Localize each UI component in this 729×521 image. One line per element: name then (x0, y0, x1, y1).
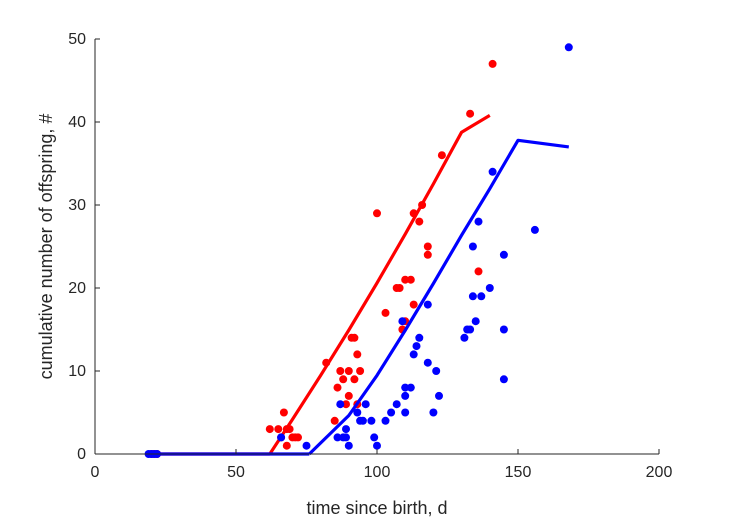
series-1-point (499, 325, 508, 334)
series-1-point (471, 317, 480, 326)
x-tick-label: 200 (646, 464, 673, 481)
series-0-point (265, 425, 274, 434)
x-tick-label: 150 (505, 464, 532, 481)
series-0-point (330, 416, 339, 425)
series-0-point (423, 250, 432, 259)
y-axis-label: cumulative number of offspring, # (36, 114, 56, 380)
series-1-point (409, 350, 418, 359)
series-1-point (401, 383, 410, 392)
series-1-point (398, 317, 407, 326)
series-1-point (392, 400, 401, 409)
series-1-point (367, 416, 376, 425)
series-1-point (477, 292, 486, 301)
series-1-point (485, 284, 494, 292)
series-1-point (387, 408, 396, 417)
series-1-point (353, 408, 362, 417)
series-1-point (401, 391, 410, 400)
plot-area (144, 43, 573, 458)
series-1-point (468, 242, 477, 251)
series-1-point (373, 441, 381, 450)
series-0-point (488, 59, 497, 68)
series-0-point (474, 267, 483, 276)
series-1-fit-line (308, 138, 570, 456)
series-0-point (339, 375, 348, 384)
series-0-point (350, 333, 359, 342)
x-tick-label: 50 (227, 464, 245, 481)
series-0-point (342, 400, 350, 409)
series-1-point (358, 416, 367, 425)
series-0-point (336, 367, 345, 375)
y-axis: 0 10 20 30 40 50 (68, 31, 100, 463)
series-1-point (277, 433, 286, 442)
series-1-point (499, 250, 508, 259)
y-tick-label: 50 (68, 31, 86, 48)
series-1-point (370, 433, 379, 442)
series-1-point (460, 333, 469, 342)
series-0-point (322, 358, 331, 367)
series-1-point (333, 433, 342, 442)
series-0-point (437, 151, 446, 160)
series-1-point (423, 300, 432, 309)
series-1-point (423, 358, 432, 367)
series-0-point (415, 217, 424, 226)
series-1-point (412, 342, 421, 351)
series-0-point (333, 383, 342, 392)
series-0-point (373, 209, 381, 218)
series-0-point (401, 275, 410, 284)
series-1-point (361, 400, 370, 409)
series-1-point (406, 383, 415, 392)
series-0-point (350, 375, 359, 384)
x-tick-label: 100 (364, 464, 391, 481)
series-1-point (429, 408, 438, 417)
series-1-point (342, 425, 350, 434)
y-tick-label: 30 (68, 197, 86, 214)
series-1-point (336, 400, 345, 409)
series-0-point (423, 242, 432, 251)
series-0-point (285, 425, 294, 434)
series-1-point (564, 43, 573, 52)
series-1-point (474, 217, 483, 226)
series-0-point (344, 391, 353, 400)
series-1-point (468, 292, 477, 301)
series-1-point (344, 441, 353, 450)
series-0-point (409, 300, 418, 309)
series-0-point (294, 433, 302, 442)
series-1-point (466, 325, 475, 334)
series-0-point (381, 308, 390, 317)
series-0-point (279, 408, 288, 417)
series-1-point (401, 408, 410, 417)
series-0-point (353, 350, 362, 359)
series-0-fit-line (268, 114, 491, 455)
series-0-point (406, 275, 415, 284)
series-1-point (381, 416, 390, 425)
series-1-point (435, 391, 443, 400)
series-1-point (342, 433, 350, 442)
series-0-point (466, 109, 475, 118)
y-tick-label: 20 (68, 280, 86, 297)
series-1-point (530, 225, 539, 234)
series-1-point (432, 367, 441, 375)
series-0-point (274, 425, 283, 434)
series-0-point (282, 441, 291, 450)
series-0-point (356, 367, 365, 375)
x-axis-label: time since birth, d (306, 498, 447, 518)
series-1-point (499, 375, 508, 384)
series-0-point (395, 284, 404, 292)
y-tick-label: 10 (68, 363, 86, 380)
y-tick-label: 40 (68, 114, 86, 131)
x-axis: 0 50 100 150 200 (91, 449, 673, 481)
x-tick-label: 0 (91, 464, 100, 481)
series-0-point (344, 367, 353, 375)
series-0-point (418, 201, 427, 209)
series-1-point (302, 441, 311, 450)
series-1-point (488, 167, 497, 176)
y-tick-label: 0 (77, 446, 86, 463)
series-1-point (415, 333, 424, 342)
series-0-point (409, 209, 418, 218)
